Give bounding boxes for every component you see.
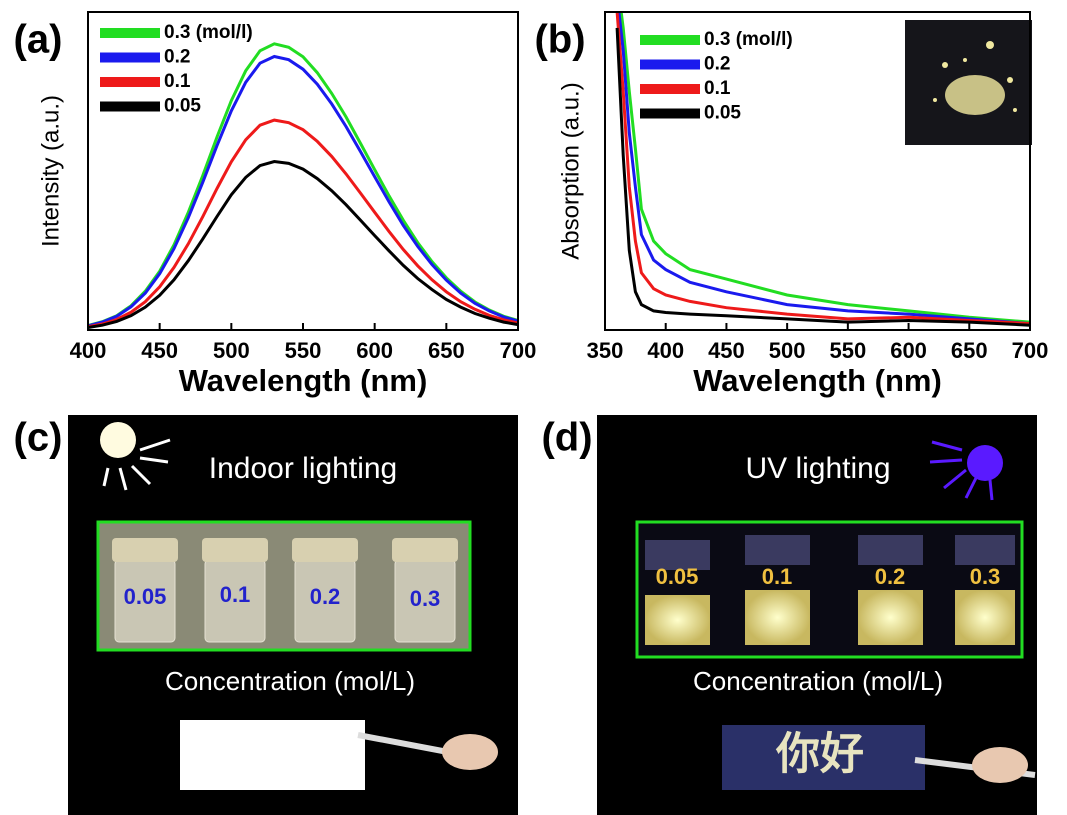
legend-label: 0.1 (704, 78, 731, 99)
x-tick-label: 600 (890, 338, 927, 363)
legend-swatch (640, 84, 700, 94)
series-line (88, 118, 518, 329)
x-tick-label: 350 (587, 338, 624, 363)
legend-swatch (640, 59, 700, 70)
legend-swatch (640, 35, 700, 45)
series-line (615, 27, 1030, 327)
x-tick-label: 400 (70, 338, 107, 363)
series-line (615, 12, 1030, 326)
legend-label: 0.2 (704, 54, 730, 75)
vial-label: 0.1 (220, 582, 251, 607)
plot-lines (615, 12, 1030, 327)
handwriting: 你好 (775, 729, 864, 780)
panel-caption: Concentration (mol/L) (693, 666, 943, 696)
series-line (88, 159, 518, 329)
legend-swatch (100, 77, 160, 87)
x-tick-label: 650 (951, 338, 988, 363)
legend-swatch (100, 52, 160, 63)
legend-label: 0.3 (mol/l) (164, 22, 253, 43)
panel-title: Indoor lighting (209, 452, 397, 485)
legend-label: 0.05 (164, 96, 201, 117)
x-tick-label: 700 (1012, 338, 1049, 363)
legend-label: 0.2 (164, 47, 190, 68)
x-tick-label: 650 (428, 338, 465, 363)
panel-title: UV lighting (745, 452, 890, 485)
y-axis-label: Intensity (a.u.) (37, 95, 64, 247)
x-tick-label: 700 (500, 338, 537, 363)
panel-label: (a) (14, 18, 63, 62)
axes-frame (604, 11, 1031, 331)
x-tick-label: 550 (829, 338, 866, 363)
vial-label: 0.1 (762, 564, 793, 589)
x-tick-label: 500 (213, 338, 250, 363)
x-axis-label: Wavelength (nm) (693, 363, 942, 398)
panel-label: (c) (14, 416, 63, 460)
vial-label: 0.05 (656, 564, 699, 589)
x-tick-label: 600 (356, 338, 393, 363)
panel-caption: Concentration (mol/L) (165, 666, 415, 696)
x-tick-label: 450 (708, 338, 745, 363)
series-line (617, 12, 1030, 326)
vial-label: 0.2 (310, 584, 341, 609)
legend-label: 0.3 (mol/l) (704, 29, 793, 50)
plot-lines (88, 42, 518, 329)
vial-label: 0.3 (410, 586, 441, 611)
x-tick-label: 400 (647, 338, 684, 363)
legend-swatch (100, 28, 160, 38)
x-tick-label: 450 (141, 338, 178, 363)
panel-label: (d) (541, 416, 592, 460)
vial-label: 0.2 (875, 564, 906, 589)
x-tick-label: 500 (769, 338, 806, 363)
legend-label: 0.1 (164, 71, 191, 92)
photo-panel: (c) Indoor lighting 0.05 0.1 0.2 0.3 Con… (14, 415, 518, 815)
inset-photo (905, 20, 1032, 145)
axes-frame (87, 11, 519, 331)
x-tick-label: 550 (285, 338, 322, 363)
y-axis-label: Absorption (a.u.) (557, 82, 584, 259)
series-line (88, 54, 518, 328)
photo-panel: (d) UV lighting 0.05 0.1 0.2 0.3 Concent… (541, 415, 1037, 815)
panel-label: (b) (534, 18, 585, 62)
legend-swatch (640, 108, 700, 119)
legend-swatch (100, 101, 160, 112)
series-line (619, 12, 1030, 324)
legend-label: 0.05 (704, 103, 741, 124)
vial-label: 0.3 (970, 564, 1001, 589)
x-axis-label: Wavelength (nm) (179, 363, 428, 398)
vial-label: 0.05 (124, 584, 167, 609)
